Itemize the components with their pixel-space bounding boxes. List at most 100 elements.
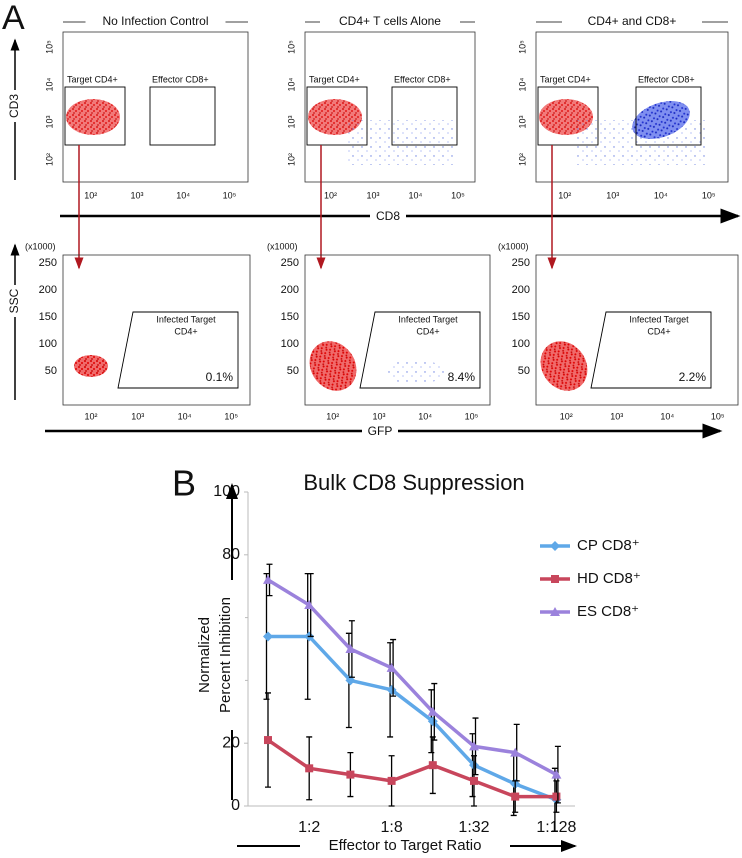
data-point [386,662,397,672]
data-point [551,769,562,779]
y-tick-label: 10³ [286,115,296,128]
x-tick-label: 10² [84,190,97,200]
legend-marker [551,575,559,583]
x-tick-label: 10⁵ [465,411,479,421]
cell-cloud [540,341,588,391]
gate [117,311,239,389]
legend-label: ES CD8⁺ [577,603,639,620]
x-tick-label: 1:32 [458,819,489,836]
y-tick-label: 10⁴ [44,77,54,91]
x-tick-label: 1:128 [536,819,576,836]
label-bg [562,14,702,30]
panel-a: A CD3 CD8 SSC GFP No Infection Control 10² 10² 1… [2,0,741,439]
x-tick-label: 1:8 [380,819,402,836]
gate [149,86,216,146]
gate-label: Infected Target [156,314,216,324]
x-axis-label: Effector to Target Ratio [329,837,482,854]
data-point [263,574,273,584]
plot-frame [304,254,491,406]
data-point [511,792,520,801]
gate [64,86,126,146]
gate [391,86,458,146]
x-tick-label: 10³ [130,190,143,200]
y-tick-label: 100 [213,483,240,500]
cell-cloud [309,341,357,391]
y-tick-label: 50 [287,365,299,377]
label-bg [85,14,226,30]
label-bg [5,285,25,317]
gate-label: Target CD4+ [67,74,118,84]
data-point [470,776,478,785]
panel-label: A [2,0,25,37]
y-tick-label: 10⁴ [286,77,296,91]
gate [590,311,712,389]
axis-unit: (x1000) [498,241,529,251]
x-tick-label: 10⁵ [451,190,465,200]
y-tick-label: 10² [44,153,54,166]
x-tick-label: 10² [324,190,337,200]
data-point [304,600,315,610]
y-tick-label: 250 [281,257,299,269]
data-point [264,736,272,745]
y-tick-label: 10⁴ [517,77,527,91]
label-bg [5,90,25,122]
x-tick-label: 10³ [366,190,379,200]
axis-unit: (x1000) [267,241,298,251]
plot-frame [535,254,739,406]
gate-label: Effector CD8+ [152,74,209,84]
x-tick-label: 10² [85,411,98,421]
plot-frame [304,31,476,183]
data-point [305,764,314,773]
axis-label: GFP [368,424,393,438]
y-tick-label: 10³ [44,115,54,128]
data-point [387,776,396,785]
column-header: No Infection Control [102,14,208,28]
legend-label: CP CD8⁺ [577,537,640,554]
y-tick-label: 100 [39,338,57,350]
chart-title: Bulk CD8 Suppression [303,470,524,495]
x-tick-label: 10³ [606,190,619,200]
x-tick-label: 10² [560,411,573,421]
column-header: CD4+ T cells Alone [339,14,441,28]
label-bg [190,580,245,730]
gate-label: CD4+ [647,326,670,336]
x-tick-label: 10³ [610,411,623,421]
axis-label: SSC [7,288,21,313]
x-tick-label: 10² [326,411,339,421]
gate [359,311,481,389]
y-tick-label: 10² [517,153,527,166]
data-point [427,716,438,727]
legend-marker [550,541,560,551]
y-tick-label: 150 [281,311,299,323]
y-tick-label: 50 [518,365,530,377]
y-tick-label: 150 [512,311,530,323]
plot-frame [62,31,249,183]
y-tick-label: 10⁵ [286,40,296,54]
plot-frame [62,254,251,406]
y-tick-label: 250 [512,257,530,269]
x-tick-label: 10³ [372,411,385,421]
y-tick-label: 10⁵ [44,40,54,54]
gate [537,86,599,146]
cell-cloud [632,101,690,139]
y-tick-label: 0 [231,797,240,814]
data-point [469,741,479,751]
gate [306,86,368,146]
y-tick-label: 150 [39,311,57,323]
gate-label: Target CD4+ [309,74,360,84]
cell-cloud [66,99,120,135]
gate [635,86,702,146]
gate-percent: 0.1% [206,370,234,384]
x-tick-label: 10⁵ [223,190,237,200]
series-line [267,578,558,777]
data-point [345,644,356,653]
y-tick-label: 50 [45,365,57,377]
column-header: CD4+ and CD8+ [588,14,677,28]
gate-percent: 8.4% [448,370,476,384]
label-bg [320,14,460,30]
x-tick-label: 10⁴ [178,411,192,421]
x-tick-label: 10³ [131,411,144,421]
x-tick-label: 10⁴ [409,190,423,200]
x-tick-label: 1:2 [298,819,320,836]
label-bg [370,208,406,224]
